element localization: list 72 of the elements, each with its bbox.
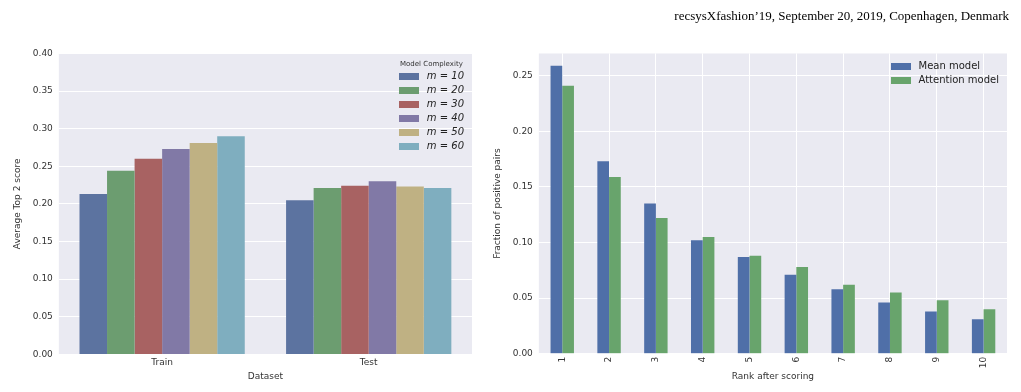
y-tick-label: 0.20	[32, 198, 54, 209]
bar	[655, 218, 668, 354]
x-tick-label: 10	[977, 356, 988, 369]
y-tick-label: 0.40	[32, 47, 54, 58]
legend-label: m = 10	[426, 69, 464, 84]
bar	[79, 194, 108, 354]
y-tick-label: 0.25	[32, 160, 53, 171]
bar	[936, 300, 949, 354]
x-tick-label: 4	[697, 356, 708, 363]
x-tick-label: Test	[358, 357, 379, 368]
bar	[597, 161, 610, 354]
bar	[189, 142, 218, 354]
bar	[396, 186, 424, 354]
y-tick-label: 0.00	[512, 348, 534, 359]
legend-label: m = 60	[426, 139, 464, 154]
x-tick-label: 2	[603, 356, 614, 363]
legend-label: m = 40	[426, 111, 464, 126]
x-tick-label: 3	[650, 356, 661, 363]
bar	[831, 289, 844, 354]
y-tick-label: 0.35	[32, 85, 53, 96]
bar	[162, 148, 190, 354]
bar	[550, 65, 563, 354]
bar	[217, 136, 245, 354]
y-tick-label: 0.10	[32, 273, 54, 284]
bar	[644, 203, 656, 354]
legend-label: m = 20	[426, 83, 464, 98]
bar	[368, 181, 397, 354]
bar	[749, 255, 762, 354]
x-tick-label: 6	[790, 356, 801, 363]
y-tick-label: 0.20	[512, 125, 534, 136]
x-tick-label: 5	[743, 356, 754, 363]
bar	[107, 170, 135, 354]
y-tick-label: 0.00	[32, 348, 54, 359]
y-tick-label: 0.25	[512, 69, 533, 80]
x-axis-title: Dataset	[247, 370, 284, 381]
y-tick-label: 0.05	[32, 311, 53, 322]
bar	[423, 188, 452, 354]
bar	[562, 85, 574, 354]
bar	[878, 302, 890, 354]
bar	[702, 236, 715, 354]
y-tick-label: 0.15	[32, 235, 53, 246]
y-tick-label: 0.05	[512, 292, 533, 303]
bar	[134, 158, 163, 354]
bar	[313, 188, 342, 354]
x-tick-label: 9	[931, 356, 942, 363]
bar	[971, 319, 984, 354]
x-tick-label: Train	[150, 357, 173, 368]
x-tick-label: 7	[837, 356, 848, 363]
y-tick-label: 0.30	[32, 122, 54, 133]
legend-label: m = 50	[426, 125, 464, 140]
bar	[784, 274, 797, 354]
x-axis-title: Rank after scoring	[731, 370, 815, 381]
bar	[609, 176, 621, 354]
bar	[796, 266, 809, 354]
x-tick-label: 8	[884, 356, 895, 363]
y-axis-title: Fraction of positive pairs	[491, 147, 502, 259]
bar	[690, 240, 703, 354]
legend-label: Attention model	[918, 73, 999, 88]
bar	[889, 292, 902, 354]
bar	[983, 309, 996, 354]
legend-label: Mean model	[918, 59, 981, 74]
x-tick-label: 1	[556, 356, 567, 363]
legend-label: m = 30	[426, 97, 464, 112]
y-axis-title: Average Top 2 score	[11, 158, 22, 250]
y-tick-label: 0.15	[512, 181, 533, 192]
bar	[341, 185, 369, 354]
bar	[843, 284, 855, 354]
bar	[286, 200, 314, 354]
text: recsysXfashion’19, September 20, 2019, Copenhagen, Denmark	[674, 8, 1009, 23]
bar	[925, 311, 937, 354]
y-tick-label: 0.10	[512, 236, 534, 247]
bar	[737, 256, 750, 354]
